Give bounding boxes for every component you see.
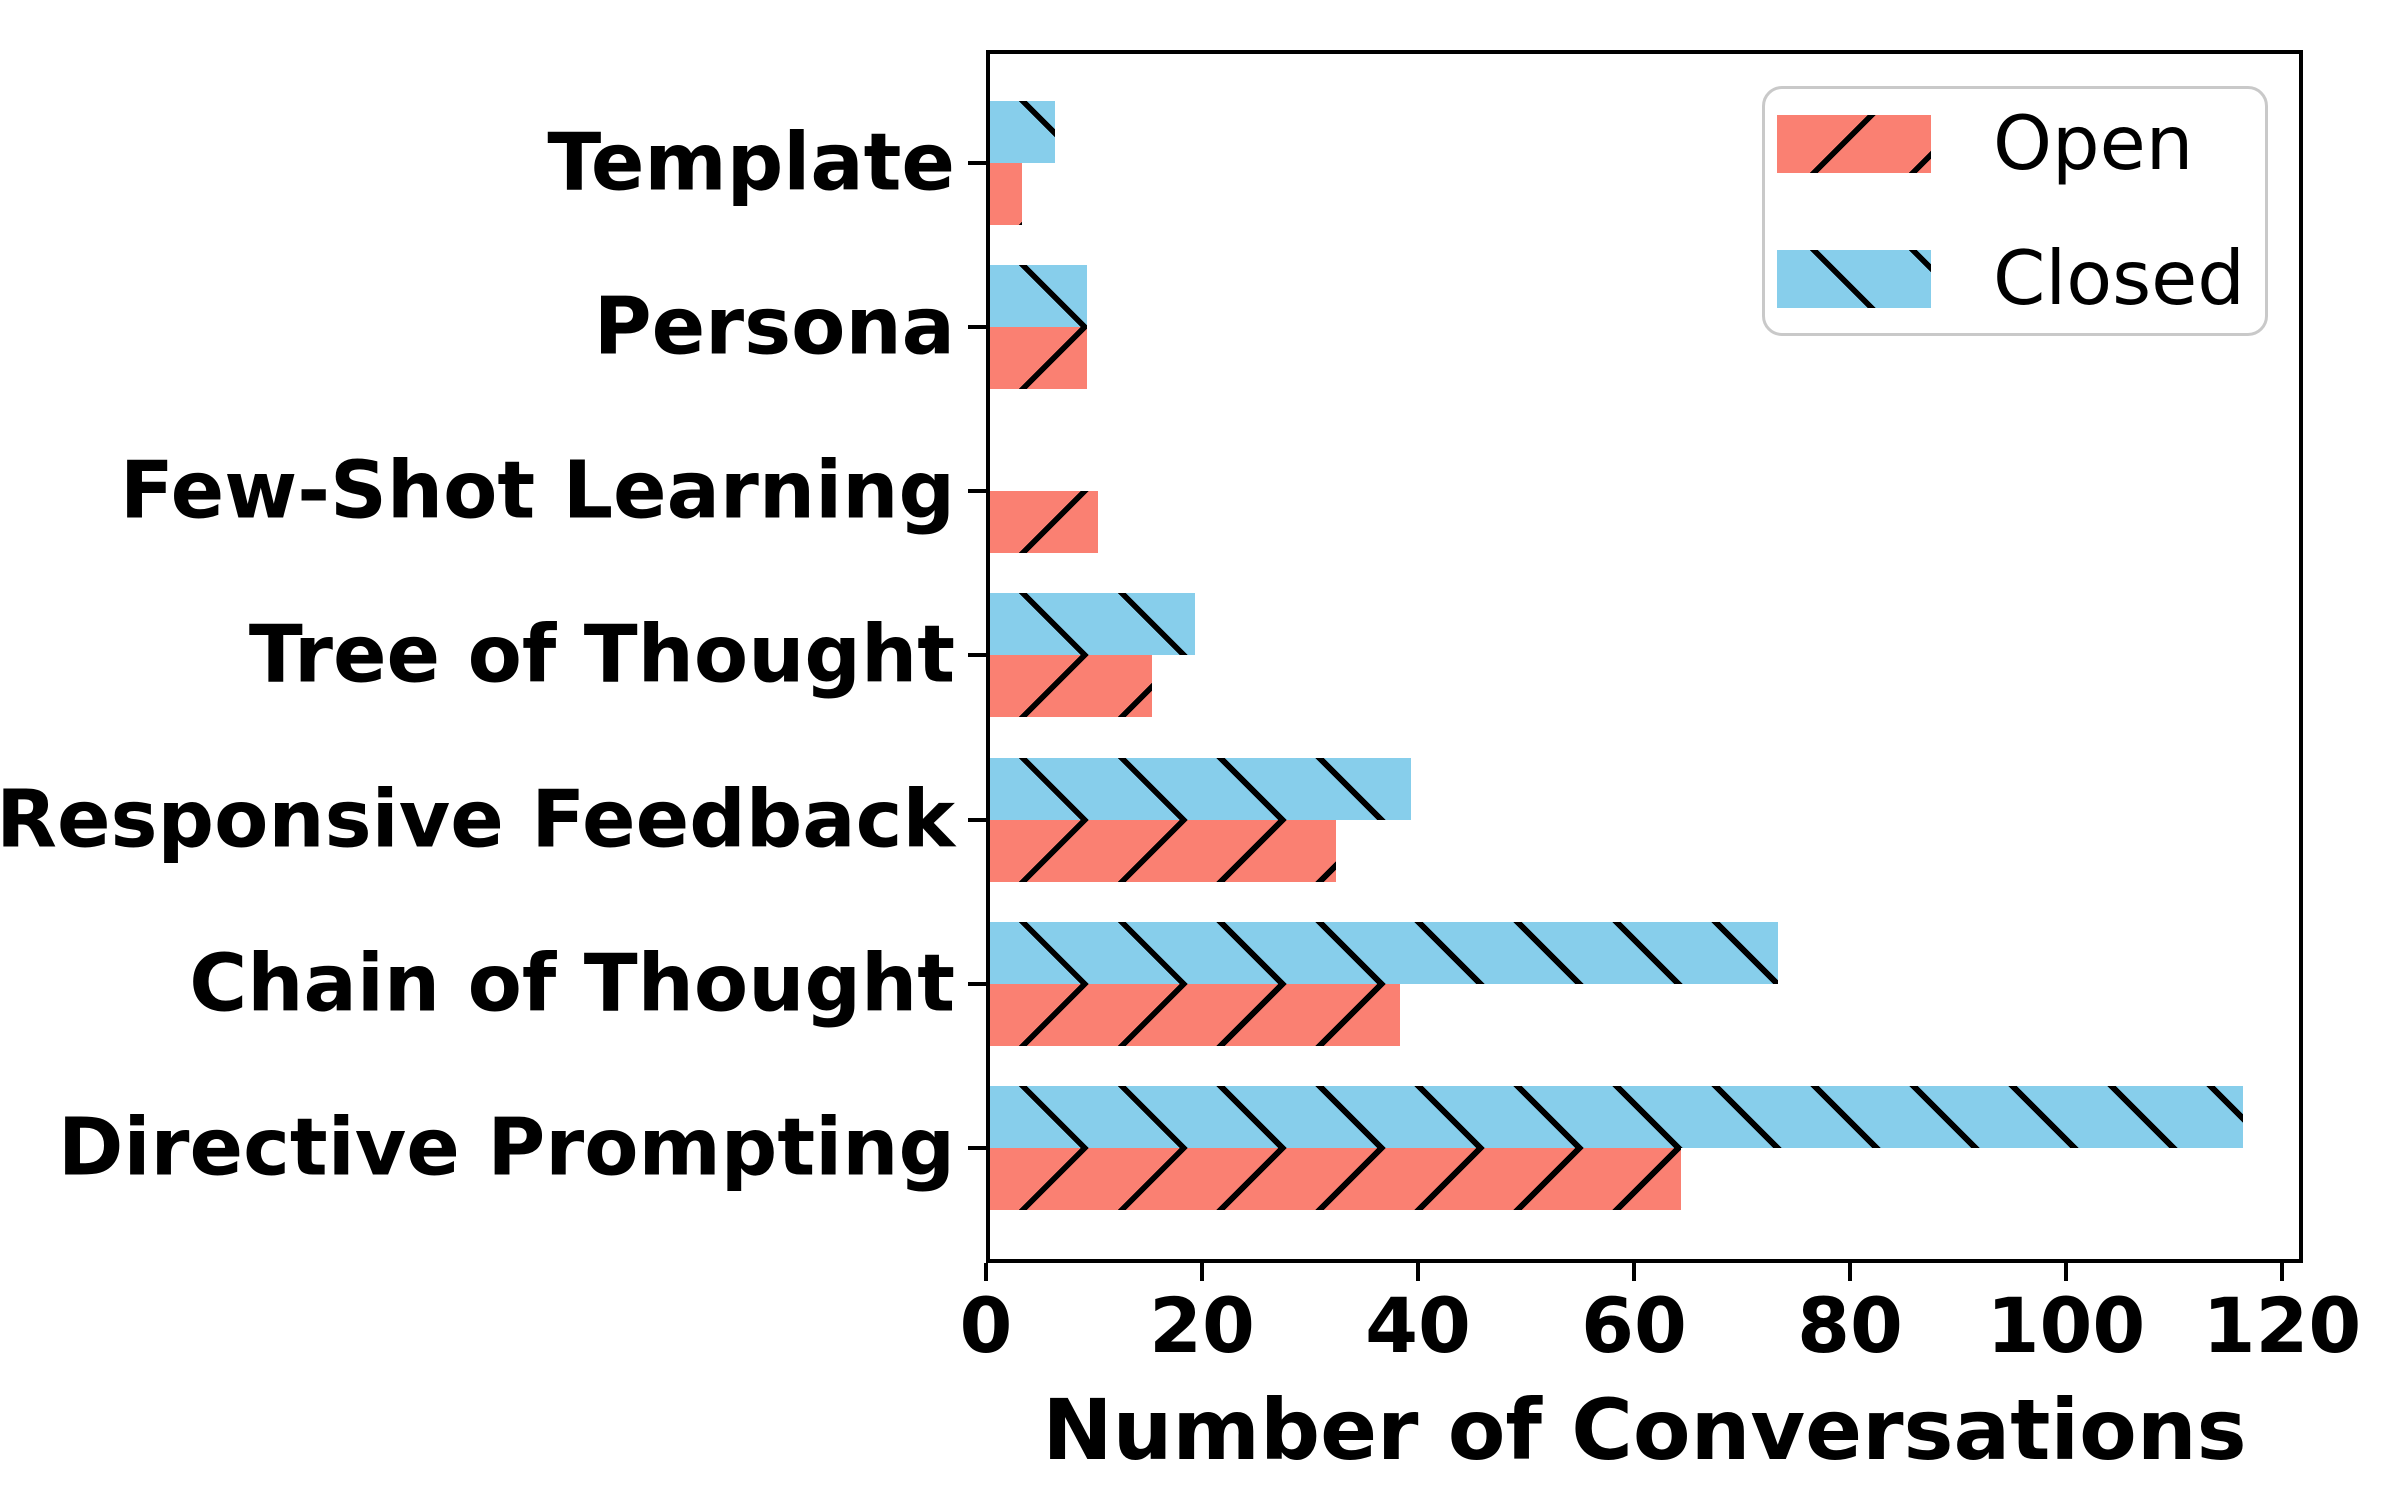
y-tick-template — [968, 161, 986, 165]
bar-closed-tree-of-thought — [990, 593, 1196, 656]
legend-swatch-open — [1777, 114, 1931, 173]
x-tick-label-40: 40 — [1365, 1281, 1471, 1370]
bar-closed-template — [990, 101, 1055, 163]
x-tick-label-120: 120 — [2202, 1281, 2362, 1370]
x-tick-0 — [984, 1263, 988, 1281]
x-tick-120 — [2280, 1263, 2284, 1281]
x-tick-label-80: 80 — [1797, 1281, 1903, 1370]
legend-swatch-closed — [1777, 249, 1931, 308]
y-tick-label-directive-prompting: Directive Prompting — [57, 1101, 955, 1194]
y-tick-tree-of-thought — [968, 653, 986, 658]
bar-open-persona — [990, 327, 1088, 390]
y-tick-directive-prompting — [968, 1145, 986, 1150]
x-tick-label-20: 20 — [1149, 1281, 1255, 1370]
bar-closed-persona — [990, 265, 1088, 328]
bar-closed-chain-of-thought — [990, 921, 1779, 984]
y-tick-label-few-shot-learning: Few-Shot Learning — [119, 444, 955, 537]
x-tick-100 — [2064, 1263, 2068, 1281]
y-tick-label-tree-of-thought: Tree of Thought — [248, 608, 955, 701]
legend-entry-open: Open — [1777, 106, 2265, 181]
x-tick-80 — [1848, 1263, 1852, 1281]
legend-label-open: Open — [1993, 99, 2194, 187]
x-tick-label-60: 60 — [1581, 1281, 1687, 1370]
y-tick-persona — [968, 325, 986, 330]
bar-open-directive-prompting — [990, 1147, 1682, 1210]
x-axis-title: Number of Conversations — [1042, 1381, 2247, 1479]
bar-closed-directive-prompting — [990, 1085, 2243, 1148]
y-tick-responsive-feedback — [968, 817, 986, 822]
y-tick-label-responsive-feedback: Responsive Feedback — [0, 773, 955, 866]
x-tick-label-0: 0 — [959, 1281, 1013, 1370]
y-tick-chain-of-thought — [968, 981, 986, 986]
y-tick-label-persona: Persona — [593, 280, 955, 373]
x-tick-label-100: 100 — [1986, 1281, 2146, 1370]
bar-open-chain-of-thought — [990, 983, 1401, 1046]
bar-open-few-shot-learning — [990, 491, 1098, 554]
bar-open-template — [990, 163, 1023, 225]
y-tick-label-template: Template — [547, 116, 955, 209]
bar-open-responsive-feedback — [990, 819, 1336, 882]
x-tick-40 — [1416, 1263, 1420, 1281]
bar-closed-responsive-feedback — [990, 757, 1412, 820]
legend-entry-closed: Closed — [1777, 241, 2265, 316]
bar-open-tree-of-thought — [990, 655, 1152, 718]
x-tick-60 — [1632, 1263, 1636, 1281]
legend: Open Closed — [1762, 86, 2268, 336]
y-tick-few-shot-learning — [968, 489, 986, 494]
x-tick-20 — [1200, 1263, 1204, 1281]
y-tick-label-chain-of-thought: Chain of Thought — [189, 937, 955, 1030]
legend-label-closed: Closed — [1993, 234, 2245, 322]
